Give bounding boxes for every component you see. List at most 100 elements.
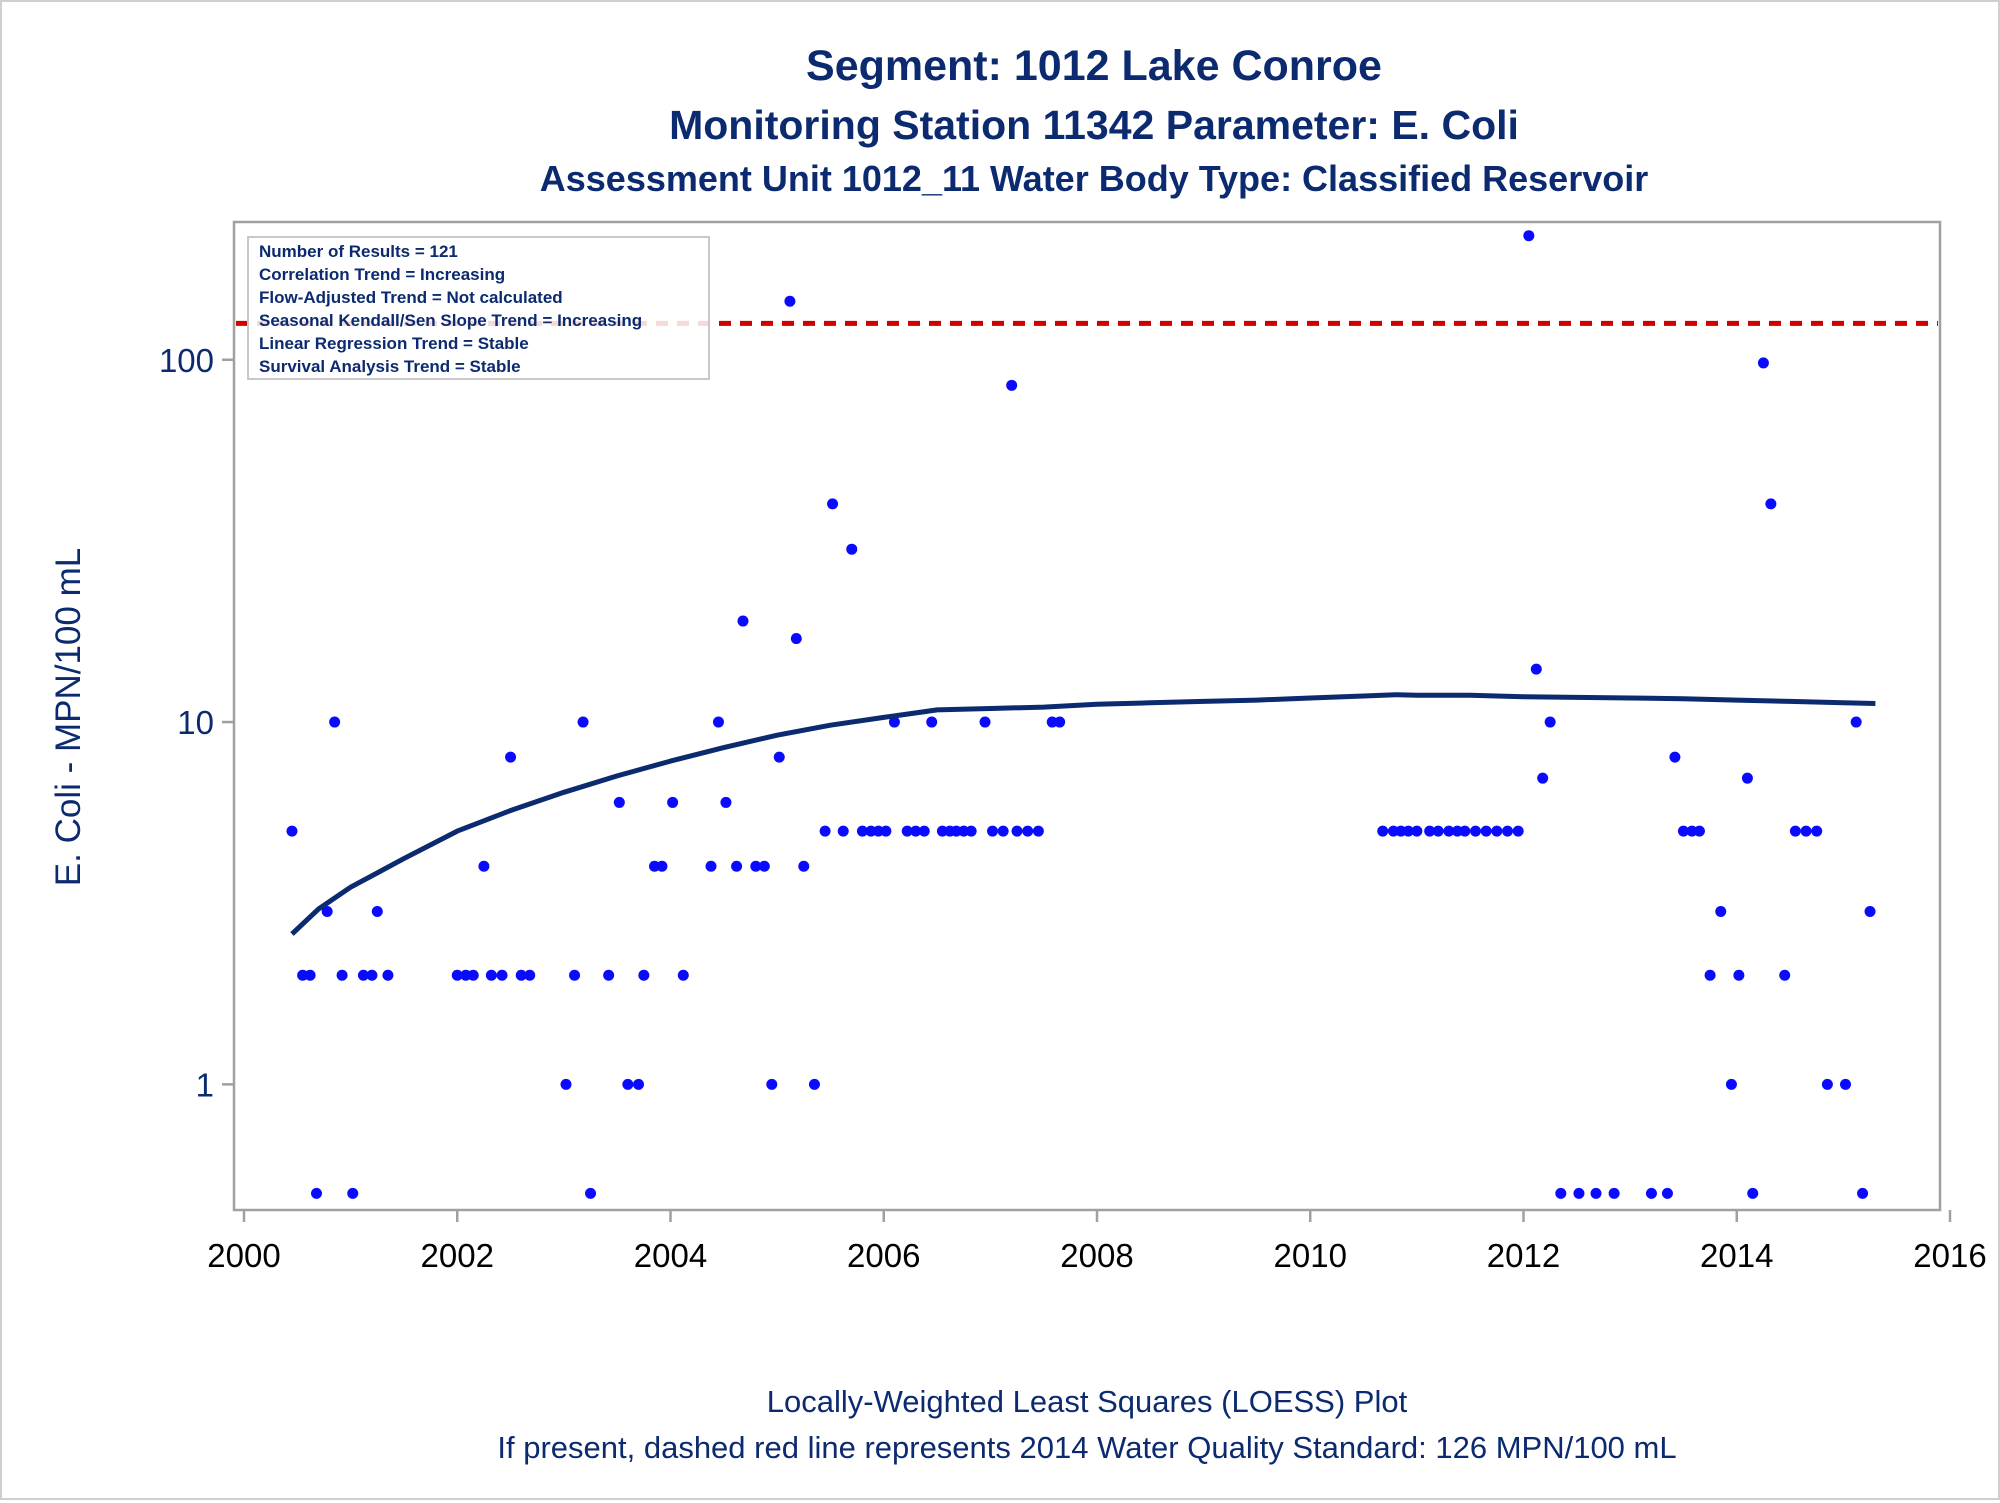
data-point [965,825,977,837]
data-point [888,716,900,728]
x-tick-label: 2002 [421,1237,494,1274]
data-point [750,860,762,872]
x-tick-label: 2006 [847,1237,920,1274]
data-point [1765,498,1777,510]
data-point [485,969,497,981]
data-point [286,825,298,837]
data-point [926,716,938,728]
data-point [1537,772,1549,784]
data-point [577,716,589,728]
stats-line: Flow-Adjusted Trend = Not calculated [259,288,563,307]
data-point [560,1078,572,1090]
plot-area [232,220,1942,1212]
data-point [1747,1187,1759,1199]
data-point [569,969,581,981]
data-point [798,860,810,872]
chart-title: Segment: 1012 Lake Conroe [806,42,1382,90]
data-point [382,969,394,981]
data-point [1432,825,1444,837]
data-point [1811,825,1823,837]
data-point [790,633,802,645]
footnote-1: Locally-Weighted Least Squares (LOESS) P… [767,1384,1408,1419]
data-point [496,969,508,981]
stats-box: Number of Results = 121 Correlation Tren… [247,236,710,380]
y-axis: 1 10 100 [159,342,234,1103]
data-point [880,825,892,837]
data-point [478,860,490,872]
data-point [1840,1078,1852,1090]
stats-line: Linear Regression Trend = Stable [259,334,529,353]
chart-subtitle-2: Assessment Unit 1012_11 Water Body Type:… [540,158,1648,199]
data-point [1645,1187,1657,1199]
y-axis-label: E. Coli - MPN/100 mL [49,548,88,886]
data-point [1741,772,1753,784]
data-point [808,1078,820,1090]
data-point [515,969,527,981]
x-tick-label: 2010 [1274,1237,1347,1274]
data-point [1480,825,1492,837]
data-point [1608,1187,1620,1199]
data-point [304,969,316,981]
data-point [585,1187,597,1199]
data-point [1573,1187,1585,1199]
data-point [613,796,625,808]
data-point [1411,825,1423,837]
data-point [451,969,463,981]
data-point [720,796,732,808]
data-point [347,1187,359,1199]
stats-box-border [247,236,710,380]
data-point [633,1078,645,1090]
stats-line: Survival Analysis Trend = Stable [259,357,521,376]
data-point [1424,825,1436,837]
data-point [1733,969,1745,981]
x-tick-label: 2008 [1060,1237,1133,1274]
data-point [1443,825,1455,837]
data-point [505,751,517,763]
chart-subtitle: Monitoring Station 11342 Parameter: E. C… [669,102,1519,148]
data-point [1677,825,1689,837]
data-point [622,1078,634,1090]
data-point [656,860,668,872]
y-tick-label: 1 [196,1066,214,1103]
data-point [1669,751,1681,763]
data-point [1725,1078,1737,1090]
data-points [286,230,1876,1199]
data-point [467,969,479,981]
data-point [1011,825,1023,837]
x-tick-label: 2000 [207,1237,280,1274]
data-point [1402,825,1414,837]
data-point [1491,825,1503,837]
x-tick-label: 2012 [1487,1237,1560,1274]
data-point [1661,1187,1673,1199]
data-point [758,860,770,872]
data-point [311,1187,323,1199]
data-point [1512,825,1524,837]
data-point [329,716,341,728]
x-tick-label: 2014 [1700,1237,1773,1274]
data-point [1377,825,1389,837]
data-point [1555,1187,1567,1199]
data-point [918,825,930,837]
data-point [366,969,378,981]
data-point [987,825,999,837]
data-point [784,295,796,307]
y-tick-label: 100 [159,342,214,379]
data-point [901,825,913,837]
data-point [1590,1187,1602,1199]
data-point [667,796,679,808]
data-point [1459,825,1471,837]
data-point [1789,825,1801,837]
data-point [819,825,831,837]
data-point [1704,969,1716,981]
data-point [1544,716,1556,728]
stats-line: Number of Results = 121 [259,242,458,261]
data-point [856,825,868,837]
data-point [712,716,724,728]
data-point [524,969,536,981]
data-point [603,969,615,981]
data-point [1006,379,1018,391]
data-point [1850,716,1862,728]
x-axis: 2000 2002 2004 2006 2008 2010 2012 2014 2016 [207,1210,1987,1274]
data-point [357,969,369,981]
